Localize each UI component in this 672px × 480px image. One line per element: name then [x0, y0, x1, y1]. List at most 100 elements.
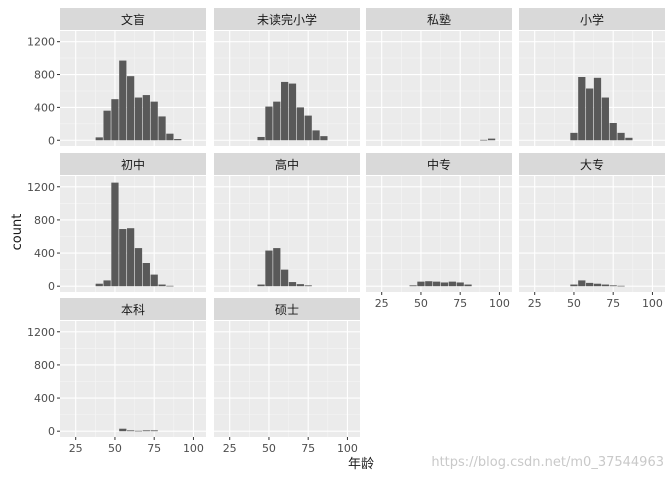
histogram-bar: [570, 284, 578, 287]
y-tick-label: 400: [34, 392, 55, 405]
facet-8-title: 大专: [580, 157, 604, 172]
histogram-bar: [103, 280, 111, 287]
x-tick-label: 100: [183, 442, 204, 455]
histogram-bar: [134, 248, 143, 287]
histogram-bar: [257, 136, 265, 141]
histogram-bar: [127, 430, 135, 432]
histogram-bar: [593, 77, 602, 141]
facet-4-title: 小学: [580, 12, 604, 27]
y-tick-label: 1200: [27, 326, 55, 339]
histogram-bar: [433, 281, 441, 287]
histogram-bar: [265, 250, 273, 287]
histogram-bar: [304, 285, 312, 287]
facet-9-panel: 本科 0 400 800 1200 25 50 75 100: [27, 298, 206, 455]
facet-5-strip: [60, 153, 206, 175]
histogram-bar: [142, 95, 150, 141]
facet-1-strip: [60, 8, 206, 30]
facet-6-panel: 高中: [214, 153, 360, 292]
histogram-bar: [158, 284, 166, 287]
histogram-bar: [417, 281, 425, 287]
histogram-bar: [158, 116, 166, 141]
facet-2-strip: [214, 8, 360, 30]
y-tick-label: 0: [48, 280, 55, 293]
facet-2-title: 未读完小学: [257, 12, 317, 27]
y-tick-label: 0: [48, 425, 55, 438]
x-tick-label: 75: [453, 297, 467, 310]
histogram-bar: [448, 281, 456, 287]
facet-1-title: 文盲: [121, 12, 145, 27]
x-axis-title: 年龄: [348, 457, 374, 472]
histogram-bar: [601, 97, 609, 141]
x-tick-label: 50: [414, 297, 428, 310]
histogram-bar: [320, 136, 328, 141]
x-tick-label: 100: [337, 442, 358, 455]
y-tick-label: 1200: [27, 181, 55, 194]
facet-5-title: 初中: [121, 157, 145, 172]
histogram-bar: [578, 77, 586, 141]
histogram-bar: [578, 280, 586, 287]
y-tick-label: 0: [48, 134, 55, 147]
facet-6-strip: [214, 153, 360, 175]
facet-3-strip: [366, 8, 512, 30]
histogram-bar: [456, 282, 464, 287]
histogram-bar: [150, 274, 158, 287]
x-tick-label: 50: [567, 297, 581, 310]
histogram-bar: [409, 285, 417, 287]
facet-7-panel: 中专 25 50 75 100: [366, 153, 512, 310]
facet-7-background: [366, 176, 512, 292]
histogram-bar: [586, 282, 594, 287]
histogram-bar: [487, 138, 496, 141]
facet-2-panel: 未读完小学: [214, 8, 360, 146]
histogram-bar: [296, 107, 304, 141]
histogram-bar: [609, 285, 617, 287]
histogram-bar: [134, 430, 143, 432]
facet-8-strip: [519, 153, 665, 175]
x-tick-label: 75: [301, 442, 315, 455]
x-tick-label: 50: [108, 442, 122, 455]
histogram-bar: [281, 269, 289, 287]
histogram-bar: [150, 101, 158, 141]
histogram-bar: [312, 130, 320, 141]
facet-5-panel: 初中 0 400 800 1200: [27, 153, 206, 293]
histogram-bar: [617, 132, 625, 141]
facet-9-title: 本科: [121, 303, 145, 317]
facet-3-panel: 私塾: [366, 8, 512, 146]
histogram-bar: [142, 430, 150, 432]
facet-10-background: [214, 321, 360, 437]
facet-9-background: [60, 321, 206, 437]
x-tick-label: 25: [528, 297, 542, 310]
histogram-bar: [464, 284, 472, 287]
histogram-bar: [119, 229, 127, 287]
histogram-bar: [625, 137, 633, 141]
x-tick-label: 100: [642, 297, 663, 310]
x-tick-label: 25: [69, 442, 83, 455]
histogram-bar: [586, 88, 594, 141]
x-tick-label: 25: [375, 297, 389, 310]
histogram-bar: [296, 284, 304, 287]
histogram-bar: [570, 132, 578, 141]
histogram-bar: [127, 228, 135, 287]
histogram-bar: [150, 430, 158, 432]
y-tick-label: 800: [34, 69, 55, 82]
y-tick-label: 400: [34, 247, 55, 260]
x-tick-label: 50: [262, 442, 276, 455]
histogram-bar: [265, 106, 273, 141]
histogram-bar: [103, 110, 111, 141]
facet-4-panel: 小学: [519, 8, 665, 146]
histogram-bar: [288, 83, 297, 141]
histogram-bar: [174, 139, 182, 141]
histogram-bar: [593, 283, 602, 287]
y-tick-label: 800: [34, 359, 55, 372]
histogram-bar: [95, 283, 103, 287]
x-tick-label: 75: [147, 442, 161, 455]
x-tick-label: 25: [223, 442, 237, 455]
facet-10-panel: 硕士 25 50 75 100: [214, 298, 360, 455]
histogram-bar: [440, 282, 449, 287]
histogram-bar: [166, 285, 174, 287]
histogram-bar: [166, 133, 174, 141]
histogram-bar: [257, 284, 265, 287]
facet-7-strip: [366, 153, 512, 175]
facet-10-strip: [214, 298, 360, 320]
histogram-bar: [609, 123, 617, 141]
facet-6-title: 高中: [275, 157, 299, 172]
